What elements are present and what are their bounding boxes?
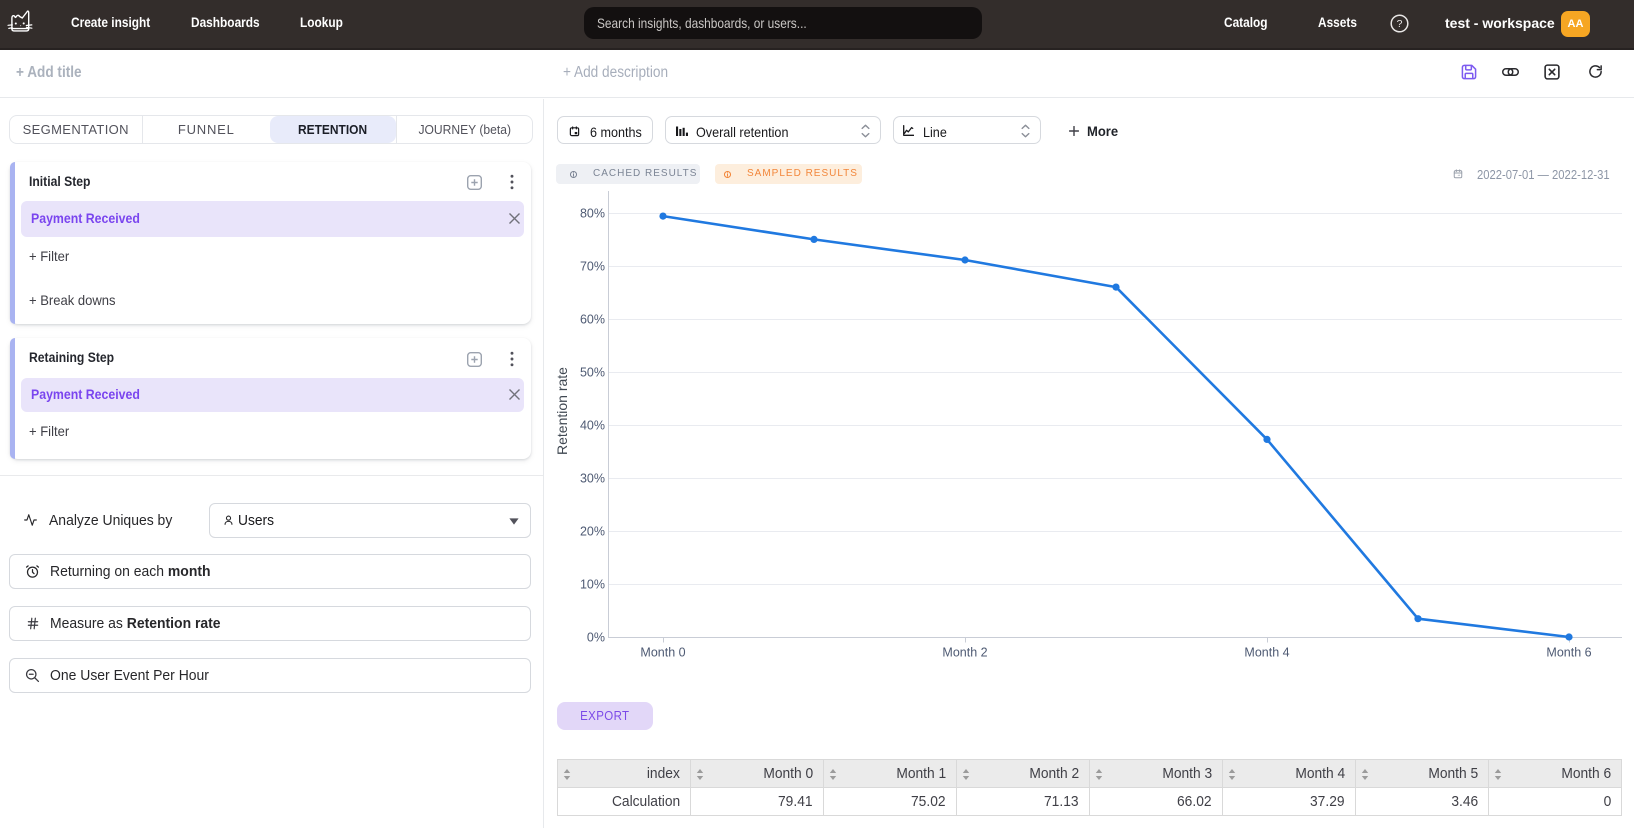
- svg-text:Retention rate: Retention rate: [554, 367, 570, 455]
- svg-text:50%: 50%: [580, 366, 605, 380]
- svg-text:70%: 70%: [580, 260, 605, 274]
- svg-text:40%: 40%: [580, 419, 605, 433]
- svg-text:?: ?: [1397, 18, 1403, 30]
- svg-text:80%: 80%: [580, 207, 605, 221]
- svg-text:Month 6: Month 6: [1546, 646, 1591, 660]
- svg-text:Month 2: Month 2: [942, 646, 987, 660]
- svg-text:60%: 60%: [580, 313, 605, 327]
- svg-text:30%: 30%: [580, 472, 605, 486]
- svg-text:20%: 20%: [580, 525, 605, 539]
- svg-text:10%: 10%: [580, 578, 605, 592]
- svg-text:Month 4: Month 4: [1244, 646, 1289, 660]
- svg-text:Month 0: Month 0: [640, 646, 685, 660]
- svg-text:0%: 0%: [587, 631, 605, 645]
